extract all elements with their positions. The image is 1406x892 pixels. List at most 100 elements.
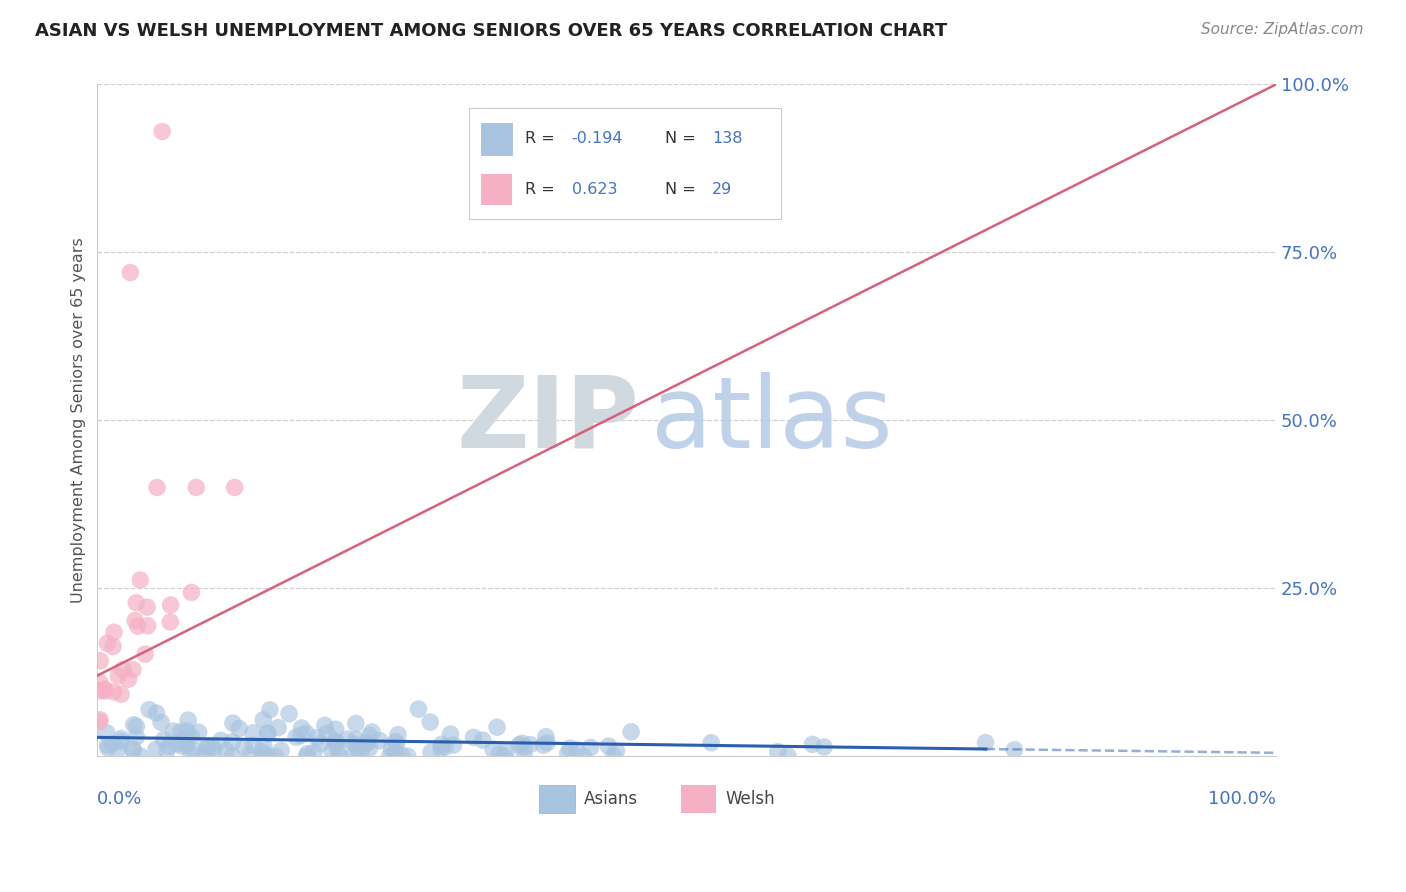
- Text: Asians: Asians: [583, 790, 638, 808]
- Text: Source: ZipAtlas.com: Source: ZipAtlas.com: [1201, 22, 1364, 37]
- Point: [620, 724, 643, 739]
- Point: [387, 728, 409, 742]
- Point: [309, 737, 332, 751]
- Point: [259, 703, 281, 717]
- Point: [176, 739, 198, 753]
- Point: [513, 740, 536, 755]
- Point: [145, 742, 167, 756]
- Point: [302, 746, 325, 760]
- Point: [145, 706, 167, 720]
- Point: [314, 718, 336, 732]
- Point: [166, 736, 188, 750]
- Point: [186, 481, 208, 495]
- Point: [129, 749, 152, 764]
- Point: [508, 738, 530, 752]
- Point: [110, 687, 132, 701]
- Point: [378, 749, 401, 764]
- Point: [354, 737, 377, 751]
- FancyBboxPatch shape: [540, 785, 575, 814]
- Point: [336, 732, 359, 747]
- Point: [146, 481, 169, 495]
- Point: [359, 741, 381, 756]
- Point: [117, 672, 139, 686]
- Point: [510, 736, 533, 750]
- Point: [150, 124, 173, 138]
- Point: [494, 749, 516, 764]
- Point: [138, 703, 160, 717]
- Point: [125, 730, 148, 744]
- Point: [290, 729, 312, 743]
- Point: [120, 266, 142, 280]
- Point: [256, 748, 278, 763]
- Point: [291, 721, 314, 735]
- Point: [344, 732, 367, 747]
- Point: [125, 719, 148, 733]
- Point: [176, 731, 198, 746]
- Point: [565, 743, 588, 757]
- Point: [536, 736, 558, 750]
- Point: [430, 741, 453, 756]
- Point: [103, 685, 125, 699]
- Point: [264, 749, 287, 764]
- Point: [125, 596, 148, 610]
- Point: [384, 746, 406, 760]
- Point: [180, 585, 202, 599]
- Point: [96, 636, 118, 650]
- Point: [93, 682, 115, 697]
- Point: [408, 702, 430, 716]
- Point: [482, 742, 505, 756]
- Point: [321, 744, 343, 758]
- Point: [122, 663, 145, 677]
- Point: [329, 749, 352, 764]
- Point: [209, 733, 232, 747]
- Point: [558, 741, 581, 756]
- Point: [602, 749, 624, 764]
- Point: [380, 741, 402, 756]
- Point: [97, 741, 120, 756]
- Point: [239, 748, 262, 763]
- Point: [519, 738, 541, 752]
- Point: [396, 749, 419, 764]
- Point: [253, 748, 276, 763]
- Point: [307, 731, 329, 745]
- Point: [157, 739, 180, 754]
- Point: [124, 614, 146, 628]
- Point: [110, 734, 132, 748]
- Point: [170, 724, 193, 739]
- Point: [531, 738, 554, 752]
- Point: [101, 737, 124, 751]
- Text: atlas: atlas: [651, 372, 893, 469]
- Point: [343, 737, 366, 751]
- Point: [136, 600, 159, 615]
- Point: [295, 726, 318, 740]
- Point: [326, 743, 349, 757]
- Point: [605, 744, 627, 758]
- Point: [297, 747, 319, 761]
- Point: [1004, 743, 1026, 757]
- Point: [391, 748, 413, 763]
- Point: [813, 739, 835, 754]
- Text: 100.0%: 100.0%: [1208, 789, 1277, 808]
- Point: [557, 746, 579, 760]
- Point: [385, 737, 408, 751]
- Point: [278, 706, 301, 721]
- Text: Welsh: Welsh: [725, 790, 775, 808]
- Point: [96, 726, 118, 740]
- Point: [180, 747, 202, 761]
- Point: [513, 749, 536, 764]
- Point: [122, 718, 145, 732]
- Point: [486, 720, 509, 734]
- Point: [174, 736, 197, 750]
- Point: [176, 723, 198, 738]
- Point: [221, 735, 243, 749]
- Point: [361, 725, 384, 739]
- Point: [420, 745, 443, 759]
- Point: [256, 727, 278, 741]
- Point: [201, 740, 224, 755]
- Point: [346, 743, 368, 757]
- Point: [350, 744, 373, 758]
- Point: [256, 726, 278, 740]
- Point: [187, 725, 209, 739]
- Point: [194, 747, 217, 761]
- Point: [107, 669, 129, 683]
